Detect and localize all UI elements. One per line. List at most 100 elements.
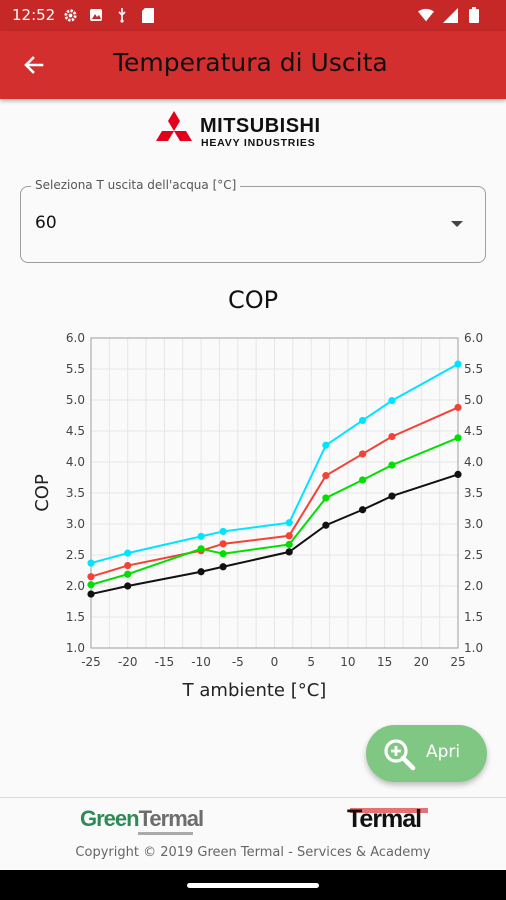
x-tick-label: 0	[271, 655, 279, 669]
data-point	[359, 417, 366, 424]
x-tick-label: 15	[377, 655, 392, 669]
data-point	[359, 450, 366, 457]
y-tick-label-left: 3.5	[66, 486, 85, 500]
footer-divider	[0, 797, 506, 798]
dropdown-arrow-icon	[451, 221, 463, 227]
y-tick-label-right: 5.0	[464, 393, 483, 407]
data-point	[87, 581, 94, 588]
termal-logo-text: Termal	[347, 805, 421, 833]
usb-icon	[114, 7, 130, 23]
status-time: 12:52	[12, 6, 55, 24]
data-point	[286, 541, 293, 548]
y-tick-label-left: 4.0	[66, 455, 85, 469]
water-temperature-select[interactable]: Seleziona T uscita dell'acqua [°C] 60	[20, 186, 486, 263]
y-tick-label-right: 1.5	[464, 610, 483, 624]
data-point	[454, 434, 461, 441]
data-point	[220, 540, 227, 547]
y-axis-label: COP	[32, 474, 53, 512]
y-tick-label-left: 5.0	[66, 393, 85, 407]
data-point	[87, 573, 94, 580]
data-point	[359, 506, 366, 513]
data-point	[198, 533, 205, 540]
open-button-label: Apri	[426, 742, 460, 762]
sd-card-icon	[140, 7, 156, 23]
data-point	[286, 548, 293, 555]
termal-logo: Termal	[347, 805, 421, 835]
x-tick-label: -20	[118, 655, 138, 669]
y-tick-label-right: 5.5	[464, 362, 483, 376]
home-gesture-handle[interactable]	[187, 883, 319, 888]
data-point	[220, 528, 227, 535]
data-point	[322, 442, 329, 449]
back-button[interactable]	[18, 49, 50, 81]
app-bar: Temperatura di Uscita	[0, 31, 506, 99]
y-tick-label-left: 6.0	[66, 331, 85, 345]
green-termal-logo-termal: Termal	[139, 806, 204, 831]
data-point	[87, 559, 94, 566]
data-point	[286, 532, 293, 539]
y-tick-label-left: 1.5	[66, 610, 85, 624]
data-point	[388, 433, 395, 440]
battery-icon	[466, 7, 482, 23]
chart-title: COP	[0, 286, 506, 314]
mitsubishi-logo: MITSUBISHI HEAVY INDUSTRIES	[152, 110, 356, 152]
data-point	[124, 582, 131, 589]
data-point	[359, 476, 366, 483]
status-bar: 12:52	[0, 0, 506, 31]
page-title: Temperatura di Uscita	[113, 48, 388, 77]
x-tick-label: 25	[450, 655, 465, 669]
brand-subtitle: HEAVY INDUSTRIES	[201, 137, 316, 149]
data-point	[388, 493, 395, 500]
x-tick-label: -10	[191, 655, 211, 669]
y-tick-label-right: 2.5	[464, 548, 483, 562]
y-tick-label-right: 3.5	[464, 486, 483, 500]
data-point	[388, 462, 395, 469]
data-point	[124, 571, 131, 578]
y-tick-label-right: 4.5	[464, 424, 483, 438]
select-label: Seleziona T uscita dell'acqua [°C]	[31, 178, 240, 192]
y-tick-label-right: 3.0	[464, 517, 483, 531]
x-tick-label: 5	[307, 655, 315, 669]
navigation-bar	[0, 870, 506, 900]
data-point	[124, 562, 131, 569]
data-point	[388, 397, 395, 404]
data-point	[124, 550, 131, 557]
data-point	[322, 472, 329, 479]
arrow-back-icon	[22, 53, 46, 77]
x-tick-label: -25	[81, 655, 101, 669]
brand-name: MITSUBISHI	[200, 115, 321, 138]
y-tick-label-right: 1.0	[464, 641, 483, 655]
photo-icon	[88, 7, 104, 23]
y-tick-label-right: 4.0	[464, 455, 483, 469]
x-tick-label: 20	[414, 655, 429, 669]
three-diamonds-icon	[152, 110, 196, 150]
y-tick-label-right: 6.0	[464, 331, 483, 345]
select-value: 60	[35, 213, 57, 233]
y-tick-label-right: 2.0	[464, 579, 483, 593]
signal-icon	[442, 7, 458, 23]
y-tick-label-left: 5.5	[66, 362, 85, 376]
open-button[interactable]: Apri	[366, 725, 487, 782]
cop-chart: 1.0 1.0 1.5 1.5 2.0 2.0 2.5 2.5 3.0 3.0 3.5 3.5 4.0 4…	[0, 320, 506, 705]
data-point	[454, 471, 461, 478]
settings-icon	[62, 7, 78, 23]
data-point	[322, 494, 329, 501]
x-axis-label: T ambiente [°C]	[182, 680, 327, 701]
data-point	[87, 590, 94, 597]
wifi-icon	[418, 7, 434, 23]
data-point	[198, 545, 205, 552]
data-point	[198, 568, 205, 575]
y-tick-label-left: 4.5	[66, 424, 85, 438]
data-point	[454, 404, 461, 411]
green-termal-logo: GreenTermal	[80, 806, 203, 836]
y-tick-label-left: 3.0	[66, 517, 85, 531]
x-tick-label: 10	[340, 655, 355, 669]
data-point	[220, 563, 227, 570]
y-tick-label-left: 2.0	[66, 579, 85, 593]
y-tick-label-left: 1.0	[66, 641, 85, 655]
green-termal-logo-green: Green	[80, 806, 139, 831]
y-tick-label-left: 2.5	[66, 548, 85, 562]
x-tick-label: -5	[232, 655, 244, 669]
x-tick-label: -15	[155, 655, 175, 669]
data-point	[286, 519, 293, 526]
